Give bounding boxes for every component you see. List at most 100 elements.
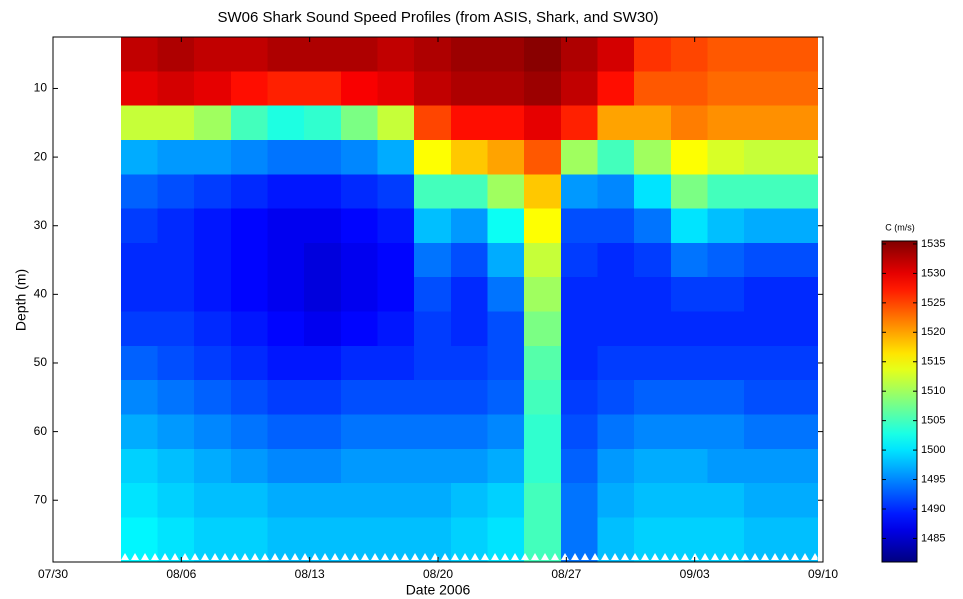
- heatmap-cell: [414, 139, 452, 175]
- x-axis-label: Date 2006: [406, 582, 471, 598]
- heatmap-cell: [524, 208, 562, 244]
- heatmap-cell: [597, 483, 635, 518]
- heatmap-cell: [560, 71, 598, 107]
- heatmap-cell: [707, 448, 745, 484]
- heatmap-cell: [780, 139, 818, 175]
- bottom-markers: [120, 553, 818, 561]
- heatmap-cell: [157, 414, 195, 450]
- heatmap-cell: [304, 139, 342, 175]
- heatmap-cell: [597, 277, 635, 313]
- colorbar-tick-label: 1495: [921, 473, 945, 485]
- heatmap-cell: [157, 139, 195, 175]
- heatmap-cell: [450, 277, 488, 313]
- heatmap-cell: [267, 483, 305, 518]
- heatmap-cell: [524, 414, 562, 450]
- heatmap-cell: [780, 37, 818, 72]
- heatmap-cell: [194, 345, 232, 381]
- heatmap-cell: [120, 208, 158, 244]
- heatmap-cell: [377, 71, 415, 107]
- heatmap-cell: [670, 208, 708, 244]
- colorbar-tick-label: 1515: [921, 356, 945, 368]
- y-axis-label: Depth (m): [13, 269, 29, 331]
- heatmap-cell: [450, 71, 488, 107]
- y-tick-label: 60: [34, 424, 48, 438]
- heatmap-cell: [414, 345, 452, 381]
- heatmap-cell: [304, 345, 342, 381]
- heatmap-cell: [194, 242, 232, 278]
- heatmap-cell: [157, 483, 195, 518]
- heatmap-cell: [157, 345, 195, 381]
- heatmap-cell: [304, 242, 342, 278]
- heatmap-cell: [524, 483, 562, 518]
- heatmap-cell: [194, 483, 232, 518]
- heatmap-cell: [304, 311, 342, 347]
- colorbar-tick-label: 1490: [921, 503, 945, 515]
- heatmap-cell: [120, 345, 158, 381]
- heatmap-cell: [780, 483, 818, 518]
- heatmap-cell: [707, 208, 745, 244]
- heatmap-cell: [267, 71, 305, 107]
- heatmap-cell: [120, 242, 158, 278]
- heatmap-cell: [487, 277, 525, 313]
- heatmap-cell: [267, 174, 305, 210]
- heatmap-cell: [670, 71, 708, 107]
- heatmap-cell: [157, 105, 195, 141]
- heatmap-cell: [634, 71, 672, 107]
- x-tick-label: 08/20: [423, 567, 453, 581]
- heatmap-cell: [634, 380, 672, 415]
- heatmap-cell: [230, 37, 268, 72]
- heatmap-cell: [157, 37, 195, 72]
- heatmap-cell: [707, 311, 745, 347]
- heatmap-cell: [120, 277, 158, 313]
- heatmap-cell: [744, 174, 782, 210]
- heatmap-cell: [450, 448, 488, 484]
- heatmap-cell: [597, 345, 635, 381]
- heatmap-cell: [634, 37, 672, 72]
- heatmap-cell: [120, 414, 158, 450]
- heatmap-cell: [304, 37, 342, 72]
- heatmap-cell: [377, 208, 415, 244]
- heatmap-cell: [524, 242, 562, 278]
- heatmap-cell: [377, 139, 415, 175]
- heatmap-cell: [707, 380, 745, 415]
- heatmap-cell: [340, 208, 378, 244]
- heatmap-cell: [304, 448, 342, 484]
- heatmap-cell: [267, 380, 305, 415]
- heatmap-cell: [670, 277, 708, 313]
- heatmap-cell: [670, 139, 708, 175]
- heatmap-cell: [744, 208, 782, 244]
- heatmap-cell: [560, 483, 598, 518]
- heatmap-cell: [707, 105, 745, 141]
- heatmap-cell: [634, 483, 672, 518]
- heatmap-cell: [267, 37, 305, 72]
- heatmap-cell: [780, 242, 818, 278]
- heatmap-cell: [487, 311, 525, 347]
- heatmap-cell: [780, 208, 818, 244]
- heatmap-cell: [670, 37, 708, 72]
- heatmap-cell: [560, 105, 598, 141]
- heatmap-cell: [414, 380, 452, 415]
- heatmap-cell: [597, 174, 635, 210]
- heatmap-cell: [377, 105, 415, 141]
- heatmap-cell: [744, 345, 782, 381]
- heatmap-cell: [340, 380, 378, 415]
- heatmap-cell: [194, 71, 232, 107]
- heatmap-cell: [707, 37, 745, 72]
- heatmap-cell: [634, 208, 672, 244]
- heatmap-cell: [670, 311, 708, 347]
- heatmap-cell: [524, 71, 562, 107]
- heatmap-cell: [304, 174, 342, 210]
- heatmap-cell: [744, 414, 782, 450]
- heatmap-cell: [304, 483, 342, 518]
- heatmap-cell: [634, 139, 672, 175]
- heatmap: [120, 37, 818, 563]
- heatmap-cell: [597, 37, 635, 72]
- heatmap-cell: [377, 311, 415, 347]
- heatmap-cell: [560, 311, 598, 347]
- heatmap-cell: [744, 139, 782, 175]
- heatmap-cell: [230, 345, 268, 381]
- heatmap-cell: [340, 242, 378, 278]
- heatmap-cell: [744, 277, 782, 313]
- heatmap-cell: [487, 448, 525, 484]
- heatmap-cell: [744, 483, 782, 518]
